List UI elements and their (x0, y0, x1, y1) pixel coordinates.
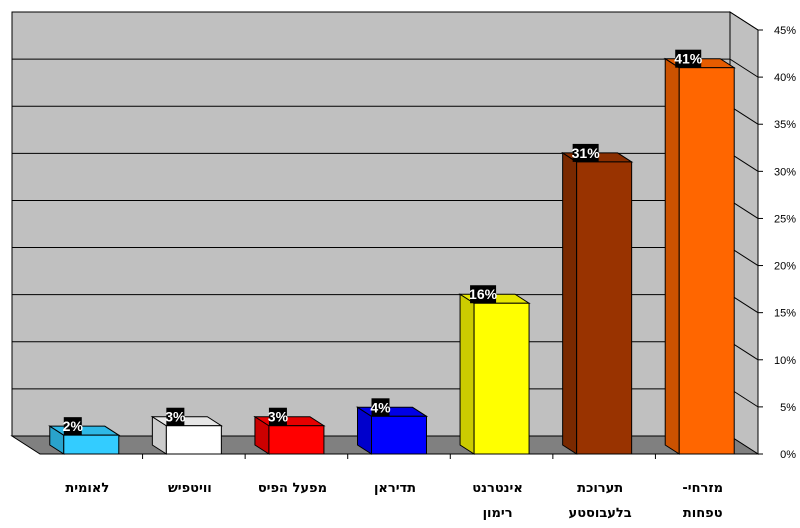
bar-front (165, 425, 222, 455)
bar-front (576, 161, 633, 455)
y-tick-label: 25% (774, 213, 796, 225)
data-label-bg (268, 407, 287, 426)
bar (458, 293, 531, 455)
x-axis-labels: לאומית וויטפיש מפעל הפיס תדיראן אינטרנט רימון… (40, 453, 758, 521)
data-label: 3% (268, 407, 289, 426)
x-tick-label: טפחות (683, 506, 723, 521)
y-tick-label: 10% (774, 355, 796, 367)
data-label-text: 41% (674, 51, 703, 67)
y-tick-label: 0% (780, 449, 796, 461)
bar-side (664, 57, 680, 455)
x-tick-label: תדיראן (374, 481, 416, 496)
x-tick-label: לאומית (65, 481, 109, 496)
data-label-bg (470, 285, 497, 304)
data-label-text: 16% (469, 286, 498, 302)
data-label-bg (371, 398, 390, 417)
data-label-bg (166, 407, 185, 426)
data-label-bg (63, 417, 82, 436)
data-label: 31% (572, 143, 601, 162)
data-label: 16% (469, 285, 498, 304)
data-label-text: 2% (63, 418, 84, 434)
data-label-text: 31% (572, 145, 601, 161)
y-tick-label: 35% (774, 119, 796, 131)
data-label-text: 4% (370, 399, 391, 415)
x-tick-label: רימון (483, 506, 513, 521)
x-tick-label: תערוכת (577, 481, 623, 496)
bar-side (562, 151, 578, 455)
data-label: 3% (165, 407, 186, 426)
x-tick-label: אינטרנט (472, 481, 523, 496)
y-tick-label: 15% (774, 308, 796, 320)
data-label-text: 3% (268, 409, 289, 425)
y-tick-label: 20% (774, 261, 796, 273)
bar-front (268, 425, 325, 455)
data-label-bg (572, 143, 599, 162)
x-tick-label: מפעל הפיס (258, 481, 327, 496)
bar (253, 415, 326, 455)
bar (663, 57, 736, 455)
y-axis-ticks: 0% 5% 10% 15% 20% 25% 30% 35% 40% 45% (757, 25, 796, 461)
gridline-side (729, 58, 759, 78)
bar (355, 406, 429, 455)
data-label: 4% (370, 398, 391, 417)
bar-front (63, 434, 120, 455)
data-label-text: 3% (165, 409, 186, 425)
y-tick-label: 30% (774, 166, 796, 178)
y-tick-label: 5% (780, 402, 796, 414)
data-label-bg (675, 49, 702, 68)
data-label: 41% (674, 49, 703, 68)
bar-front (371, 415, 427, 455)
bar-side (459, 293, 475, 455)
bar-front (473, 302, 530, 455)
y-tick-label: 40% (774, 72, 796, 84)
y-tick-label: 45% (774, 25, 796, 37)
data-labels: 2% 3% 3% 4% 16% 31% 41% (63, 49, 703, 436)
gridline-side (729, 11, 759, 31)
bar (48, 425, 121, 455)
x-tick-label: בלעבוסטע (569, 506, 632, 521)
x-tick-label: מזרחי- (682, 481, 723, 496)
data-label: 2% (63, 417, 84, 436)
bar (560, 151, 634, 455)
chart-walls (11, 11, 759, 455)
x-tick-label: וויטפיש (168, 481, 212, 496)
bar-front (678, 67, 735, 455)
bar (150, 415, 224, 455)
